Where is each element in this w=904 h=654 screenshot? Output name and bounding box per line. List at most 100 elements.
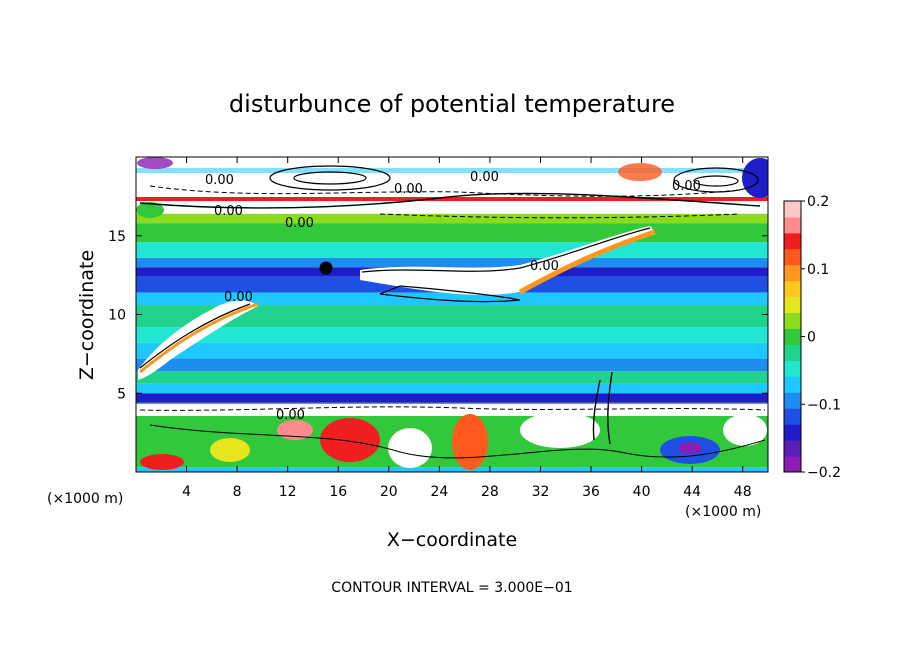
colorbar-tick-label: −0.2	[807, 465, 841, 481]
field-band	[136, 467, 768, 472]
upper-blue-eddy	[742, 158, 768, 198]
x-tick-label: 24	[430, 484, 448, 500]
y-axis-label: Z−coordinate	[76, 250, 98, 380]
x-axis-ticks: 4 8 12 16 20 24 28 32 36 40 44 48	[182, 157, 752, 500]
x-tick-label: 28	[481, 484, 499, 500]
x-tick-label: 16	[329, 484, 347, 500]
field-band	[136, 157, 768, 214]
contour-lower-column	[592, 371, 613, 445]
left-plume	[138, 300, 258, 380]
contour-lower-dashed	[139, 406, 766, 411]
upper-anomaly-region	[136, 157, 768, 218]
contour-left-plume	[139, 303, 251, 369]
upper-cyan-strip	[136, 168, 768, 173]
contour-upper-right-inner	[693, 175, 739, 187]
contour-dashed-tropopause	[379, 213, 741, 219]
contour-mid-plume	[361, 227, 651, 273]
field-band	[136, 371, 768, 384]
contour-label: 0.00	[285, 216, 314, 231]
upper-red-strip	[136, 197, 768, 201]
field-band	[136, 257, 768, 268]
lower-red-cell-b	[140, 454, 184, 470]
field-band	[136, 393, 768, 403]
contour-label: 0.00	[394, 182, 423, 197]
field-band	[136, 383, 768, 394]
lower-white-layer	[136, 404, 768, 416]
lower-yellow-cell	[210, 438, 250, 462]
colorbar-swatch	[784, 360, 801, 377]
field-band	[136, 358, 768, 372]
left-plume-edge	[139, 302, 259, 374]
upper-red-eddy	[618, 163, 662, 181]
field-band	[136, 292, 768, 306]
mid-plume	[360, 226, 655, 295]
field-band	[136, 223, 768, 243]
colorbar-swatch	[784, 201, 801, 218]
colorbar-swatch	[784, 424, 801, 441]
colorbar-swatch	[784, 312, 801, 330]
lower-red-cell	[320, 418, 380, 462]
colorbar-swatch	[784, 392, 801, 409]
y-tick-label: 5	[117, 386, 126, 402]
contour-label: 0.00	[276, 408, 305, 423]
field-band	[136, 242, 768, 258]
y-axis-ticks: 5 10 15	[108, 229, 768, 402]
chart-title: disturbunce of potential temperature	[229, 90, 675, 118]
field-band	[136, 213, 768, 224]
colorbar-swatch	[784, 328, 801, 345]
colorbar-swatch	[784, 248, 801, 266]
x-unit-right: (×1000 m)	[685, 504, 761, 520]
colorbar-swatch	[784, 376, 801, 393]
x-tick-label: 12	[279, 484, 297, 500]
contour-upper-left-inner	[293, 171, 367, 185]
x-unit-left: (×1000 m)	[47, 491, 123, 507]
lower-anomaly-region	[136, 404, 768, 470]
x-tick-label: 40	[633, 484, 651, 500]
mid-plume-edge	[518, 229, 656, 295]
x-tick-label: 36	[582, 484, 600, 500]
colorbar-swatch	[784, 440, 801, 457]
x-tick-label: 4	[182, 484, 191, 500]
contour-upper-left	[269, 165, 391, 191]
colorbar-swatch	[784, 456, 801, 473]
contour-label: 0.00	[224, 290, 253, 305]
colorbar-swatch	[784, 344, 801, 361]
colorbar-tick-label: 0	[807, 330, 816, 346]
contour-label: 0.00	[672, 179, 701, 194]
x-tick-label: 8	[233, 484, 242, 500]
upper-purple-eddy	[137, 157, 173, 169]
colorbar-tick-label: 0.2	[807, 194, 829, 210]
y-tick-label: 10	[108, 308, 126, 324]
upper-green-eddy	[136, 202, 164, 218]
colorbar-swatch	[784, 280, 801, 298]
contour-upper-right	[673, 167, 759, 193]
lower-white-cell-a	[388, 428, 432, 468]
contour-mid-loop	[379, 285, 521, 303]
colorbar: 0.2 0.1 0 −0.1 −0.2	[783, 194, 841, 481]
colorbar-swatches	[784, 201, 801, 473]
field-band	[136, 327, 768, 343]
lower-orange-cell	[452, 414, 488, 470]
contour-interval-note: CONTOUR INTERVAL = 3.000E−01	[331, 580, 572, 596]
colorbar-swatch	[784, 296, 801, 314]
contour-lower-solid	[149, 424, 766, 459]
contour-dashed-upper	[149, 185, 741, 197]
lower-pink-cell	[277, 420, 313, 440]
lower-white-cell-c	[723, 414, 767, 446]
x-tick-label: 48	[734, 484, 752, 500]
field-anomalies	[136, 157, 768, 470]
contour-lines	[139, 165, 766, 459]
colorbar-swatch	[784, 216, 801, 234]
colorbar-ticks: 0.2 0.1 0 −0.1 −0.2	[801, 194, 841, 481]
x-tick-label: 20	[380, 484, 398, 500]
plot-area: 0.00 0.00 0.00 0.00 0.00 0.00 0.00 0.00 …	[108, 156, 769, 500]
lower-purple-cell	[678, 442, 702, 454]
contour-solid-tropopause	[139, 192, 761, 209]
contour-label: 0.00	[470, 170, 499, 185]
colorbar-swatch	[784, 264, 801, 282]
y-tick-label: 15	[108, 229, 126, 245]
colorbar-swatch	[784, 408, 801, 425]
x-tick-label: 32	[532, 484, 550, 500]
field-band	[136, 305, 768, 328]
